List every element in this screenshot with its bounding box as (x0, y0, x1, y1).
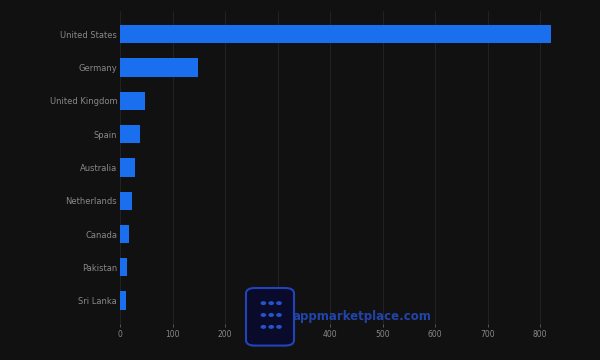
Bar (120, 225, 130, 243)
Bar (120, 25, 551, 43)
Bar (120, 192, 131, 210)
Bar (120, 125, 140, 143)
Text: appmarketplace.com: appmarketplace.com (292, 310, 431, 323)
Bar (120, 292, 126, 310)
Bar (120, 258, 127, 276)
Bar (120, 92, 145, 110)
Bar (120, 158, 134, 176)
Bar (120, 58, 198, 77)
